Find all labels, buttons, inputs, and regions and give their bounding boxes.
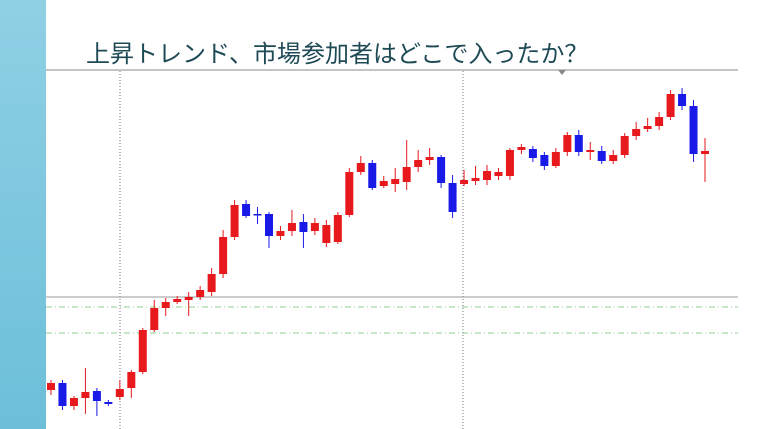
candle-body (689, 106, 698, 154)
candle-body (551, 152, 560, 166)
candle-body (333, 215, 342, 242)
candle-body (701, 151, 709, 154)
candle-body (620, 136, 629, 155)
candle-body (678, 94, 687, 106)
candle-body (437, 157, 446, 183)
candle-body (609, 155, 618, 161)
candle-body (632, 129, 641, 136)
candle-body (276, 231, 285, 236)
candle-body (368, 163, 377, 188)
candle-body (391, 179, 400, 184)
candle-body (265, 214, 273, 236)
candle-body (242, 204, 251, 216)
candle-body (150, 308, 159, 330)
candle-body (207, 274, 216, 292)
marker (558, 70, 566, 75)
candle-body (345, 172, 354, 215)
candle-body (196, 290, 205, 297)
candle-body (253, 214, 262, 216)
candle-body (597, 151, 606, 161)
candle-body (81, 392, 90, 398)
candle-body (92, 391, 101, 401)
candle-body (460, 180, 469, 184)
candle-body (494, 172, 503, 176)
candle-body (505, 150, 514, 176)
candle-body (448, 183, 457, 212)
candle-body (655, 117, 664, 126)
candle-body (425, 157, 434, 160)
candle-body (356, 163, 365, 172)
candle-body (69, 398, 78, 406)
candle-body (643, 126, 652, 129)
candle-body (287, 223, 296, 231)
candle-body (666, 94, 675, 117)
candle-body (574, 135, 583, 152)
candle-body (517, 147, 526, 150)
chart-title: 上昇トレンド、市場参加者はどこで入ったか？ (86, 40, 588, 68)
candle-body (379, 181, 388, 186)
candle-body (184, 297, 193, 300)
candle-body (138, 330, 147, 372)
candle-body (230, 205, 239, 237)
candle-body (414, 160, 423, 167)
candle-body (310, 223, 319, 231)
candle-body (322, 225, 331, 243)
candle-body (483, 171, 491, 180)
candle-body (173, 299, 182, 302)
candle-body (540, 155, 549, 166)
candle-body (127, 372, 136, 388)
candle-body (58, 383, 67, 406)
candle-body (104, 402, 113, 404)
candle-body (586, 150, 595, 152)
candle-body (219, 237, 228, 274)
candle-body (528, 149, 537, 158)
candle-body (115, 389, 124, 397)
candle-body (563, 135, 572, 152)
candle-body (161, 302, 170, 308)
candle-body (402, 167, 411, 182)
side-band (0, 0, 46, 429)
candle-body (299, 222, 308, 232)
candle-body (47, 383, 55, 390)
candle-body (471, 178, 480, 181)
